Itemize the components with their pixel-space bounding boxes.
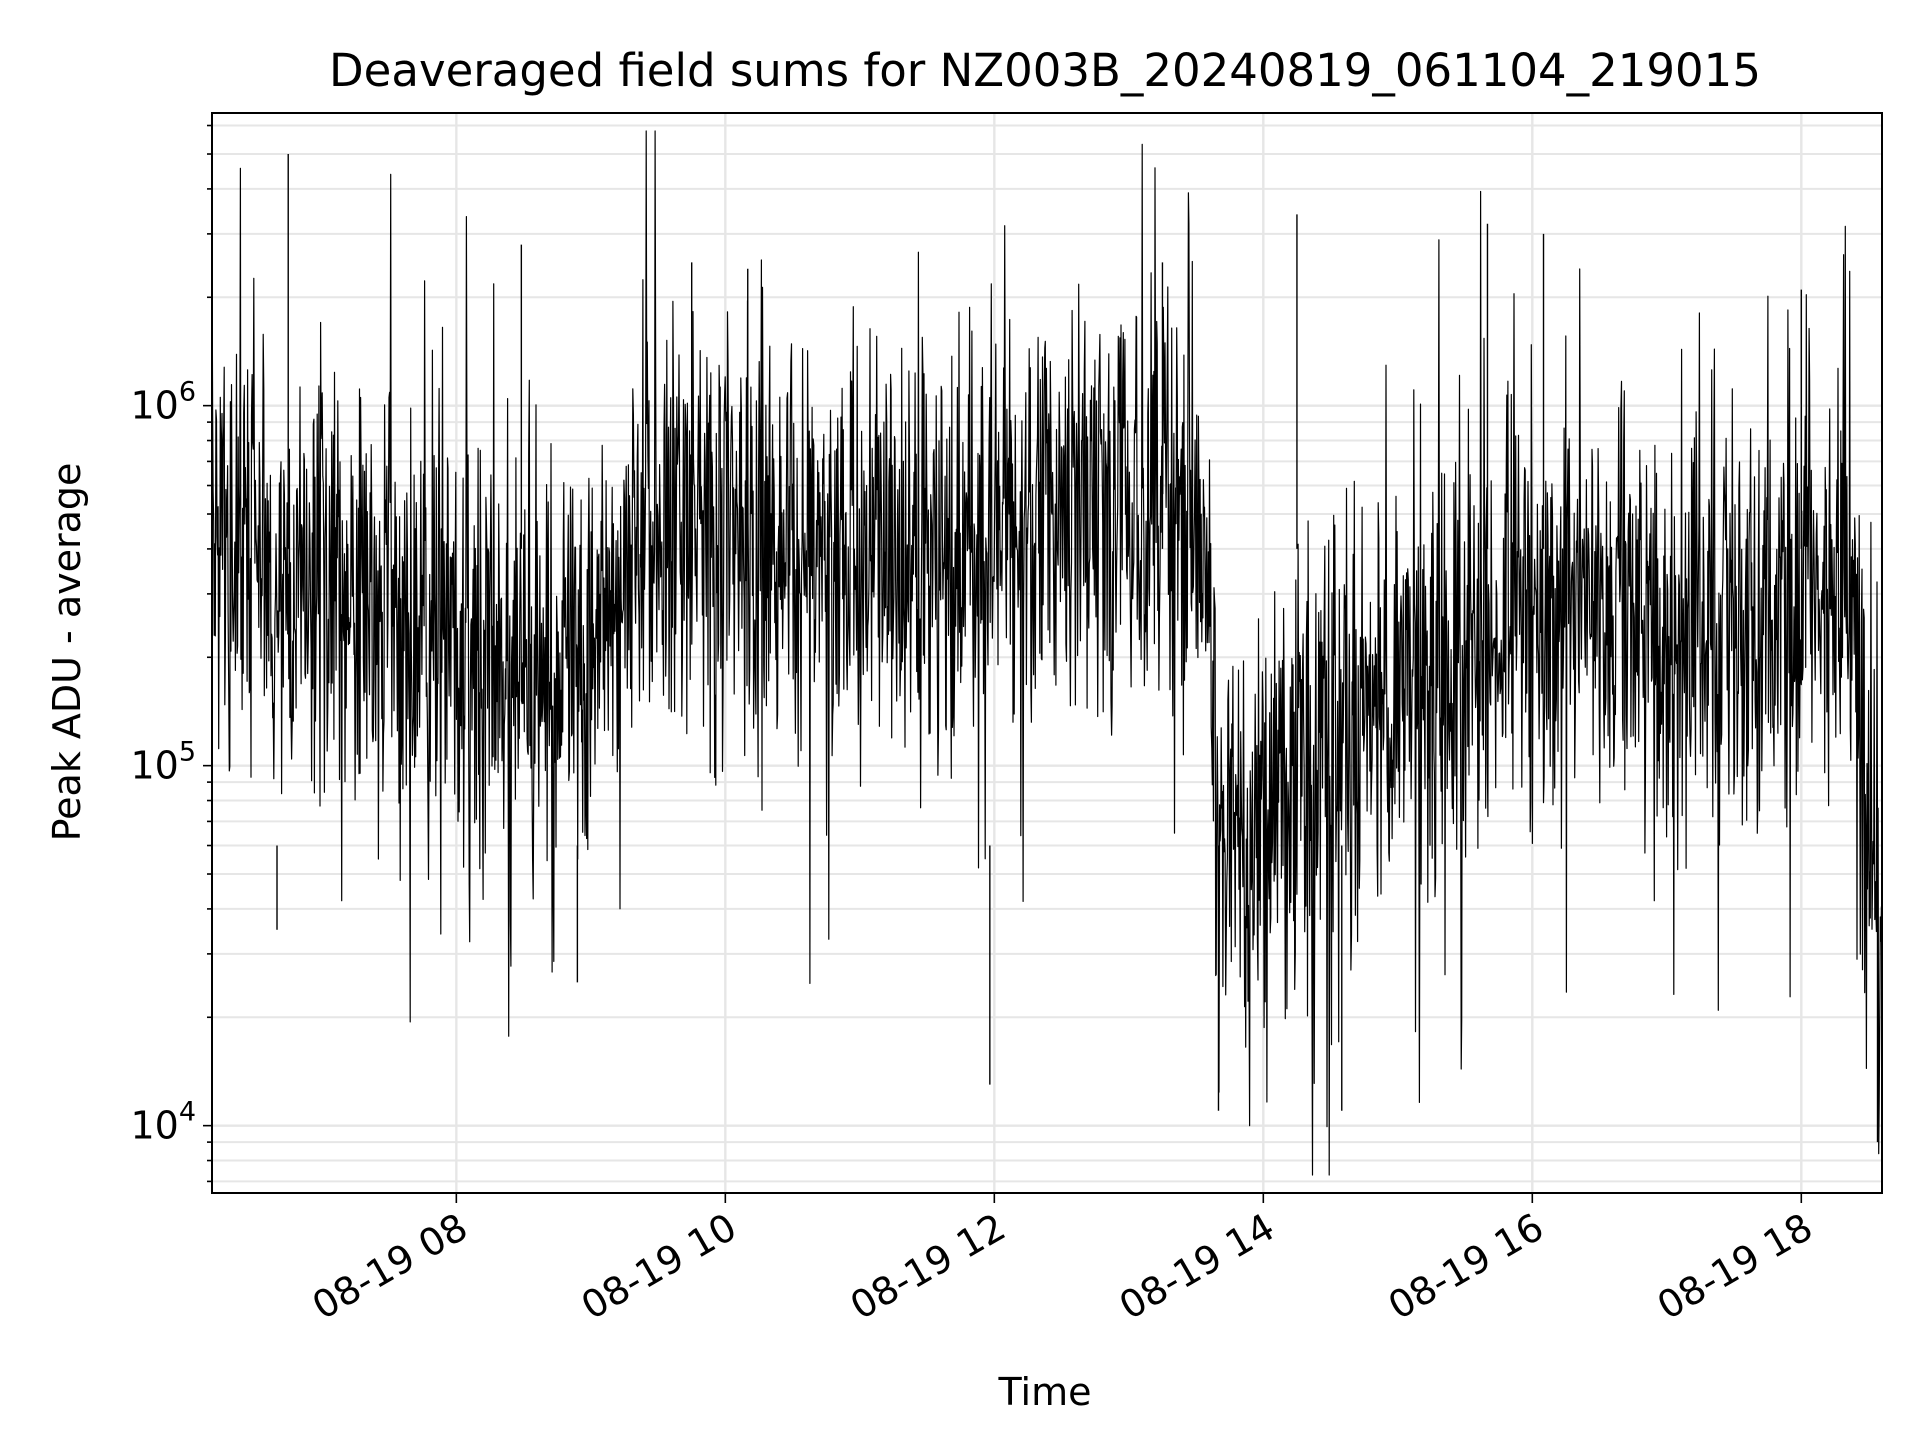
y-tick-base: 10: [130, 1104, 178, 1148]
x-axis-label: Time: [998, 1370, 1092, 1414]
y-tick-label: 106: [130, 377, 196, 428]
series-line: [211, 130, 1883, 1176]
plot-frame: [211, 112, 1883, 1194]
y-tick-exponent: 6: [179, 377, 196, 408]
y-tick-label: 104: [130, 1097, 196, 1148]
y-tick-base: 10: [130, 744, 178, 788]
y-axis-label: Peak ADU - average: [45, 463, 89, 842]
y-tick-exponent: 4: [179, 1097, 196, 1128]
y-tick-base: 10: [130, 384, 178, 428]
chart-title: Deaveraged field sums for NZ003B_2024081…: [329, 44, 1761, 97]
y-tick-exponent: 5: [179, 737, 196, 768]
series-layer: [211, 130, 1883, 1176]
y-tick-label: 105: [130, 737, 196, 788]
